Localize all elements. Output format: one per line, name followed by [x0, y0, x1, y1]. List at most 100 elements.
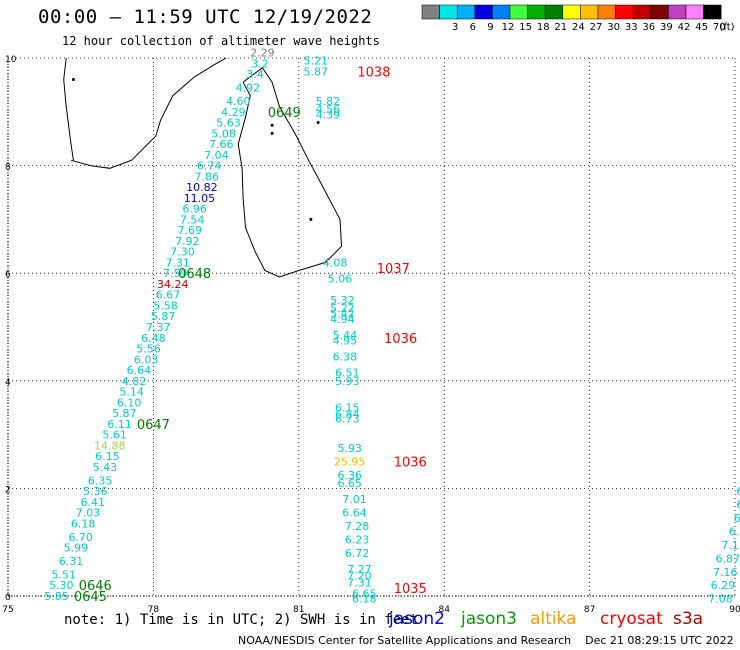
wave-height-value: 5.85: [44, 590, 69, 603]
wave-height-value: 6: [736, 485, 740, 498]
page-title: 00:00 – 11:59 UTC 12/19/2022: [38, 6, 373, 28]
wave-height-value: 25.95: [334, 456, 366, 469]
wave-height-value: 6.36: [337, 469, 362, 482]
wave-height-value: 7.1: [721, 539, 739, 552]
x-tick-label: 90: [729, 605, 740, 615]
wave-height-value: 5.42: [330, 308, 355, 321]
wave-height-value: 5.99: [64, 542, 89, 555]
legend-tick: 15: [519, 22, 532, 33]
legend-swatch: [703, 4, 722, 20]
wave-height-value: 7.31: [347, 577, 372, 590]
wave-height-value: 7.37: [146, 321, 171, 334]
legend-tick: 39: [660, 22, 673, 33]
mission-jason2-label: jason2: [389, 609, 445, 629]
islet-dot: [316, 121, 320, 125]
wave-height-value: 7.20: [347, 570, 372, 583]
wave-height-value: 6.72: [345, 547, 370, 560]
legend-tick: 27: [590, 22, 603, 33]
x-tick-label: 75: [2, 605, 13, 615]
wave-height-value: 6.87: [715, 552, 740, 565]
mission-cryosat-label: cryosat: [600, 609, 663, 629]
wave-height-value: 5.93: [337, 442, 362, 455]
pass-time-label: 0646: [79, 579, 112, 594]
wave-height-value: 6.65: [337, 477, 362, 490]
pass-time-label: 1035: [394, 582, 427, 597]
y-tick-label: 10: [5, 55, 17, 65]
wave-height-value: 4.94: [330, 313, 355, 326]
wave-height-value: 7.27: [347, 563, 372, 576]
wave-height-value: 14.88: [94, 439, 126, 452]
legend-tick: 6: [470, 22, 476, 33]
wave-height-value: 7.04: [204, 149, 229, 162]
credit-line: NOAA/NESDIS Center for Satellite Applica…: [238, 634, 734, 647]
legend-tick: 9: [487, 22, 493, 33]
wave-height-value: 4.60: [226, 95, 251, 108]
wave-height-value: 5.43: [93, 461, 118, 474]
wave-height-value: 5.21: [304, 55, 329, 68]
wave-height-value: 5.87: [151, 310, 176, 323]
wave-height-value: 5.30: [49, 579, 74, 592]
pass-time-label: 1036: [384, 332, 417, 347]
wave-height-value: 5.08: [211, 127, 236, 140]
wave-height-value: 6.35: [88, 474, 113, 487]
legend-tick: 36: [642, 22, 655, 33]
wave-height-value: 4.82: [122, 375, 147, 388]
pass-time-label: 0647: [137, 418, 170, 433]
pass-time-label: 1038: [357, 65, 390, 80]
wave-height-value: 6.29: [711, 579, 736, 592]
legend-tick: 30: [607, 22, 620, 33]
wave-height-value: 5.32: [330, 294, 355, 307]
wave-height-value: 5.87: [304, 65, 329, 78]
wave-height-value: 6.18: [71, 517, 96, 530]
y-tick-label: 6: [5, 270, 11, 280]
wave-height-value: 7.54: [180, 213, 205, 226]
wave-height-value: 11.05: [184, 192, 216, 205]
mission-altika-label: altika: [530, 609, 577, 629]
wave-height-value: 6.51: [335, 367, 360, 380]
wave-height-value: 5.56: [136, 343, 161, 356]
wave-height-value: 7.30: [170, 246, 195, 259]
wave-height-value: 4.95: [333, 334, 358, 347]
y-tick-label: 4: [5, 378, 11, 388]
pass-time-label: 0645: [74, 590, 107, 605]
wave-height-value: 5.82: [316, 95, 341, 108]
pass-time-label: 0649: [268, 106, 301, 121]
wave-height-value: 7.31: [165, 256, 190, 269]
wave-height-value: 4.56: [316, 103, 341, 116]
legend-tick: 21: [554, 22, 567, 33]
wave-height-value: 6.31: [59, 555, 84, 568]
legend-unit: (ft): [719, 22, 734, 33]
wave-height-value: 6.48: [141, 332, 166, 345]
legend-tick: 12: [502, 22, 515, 33]
sri-lanka-coastline: [237, 66, 343, 278]
islet-dot: [309, 217, 313, 221]
wave-height-value: 6.18: [352, 593, 377, 606]
wave-height-value: 6.15: [335, 402, 360, 415]
wave-height-value: 10.82: [186, 181, 218, 194]
legend-tick: 24: [572, 22, 585, 33]
wave-height-value: 7.03: [76, 507, 101, 520]
footer-note: note: 1) Time is in UTC; 2) SWH is in fe…: [64, 612, 419, 628]
wave-height-value: 7.28: [345, 520, 370, 533]
wave-height-value: 3.4: [246, 68, 264, 81]
islet-dot: [270, 131, 274, 135]
wave-height-value: 5.87: [112, 407, 137, 420]
wave-height-value: 7.69: [178, 224, 203, 237]
pass-time-label: 0648: [178, 267, 211, 282]
x-tick-label: 84: [438, 605, 450, 615]
mission-jason3-label: jason3: [461, 609, 517, 629]
legend-tick: 18: [537, 22, 550, 33]
india-tip-coastline: [70, 57, 227, 169]
wave-height-value: 5.14: [119, 386, 144, 399]
wave-height-value: 4.39: [316, 108, 341, 121]
wave-height-value: 2.29: [250, 47, 275, 60]
y-tick-label: 2: [5, 485, 11, 495]
wave-height-value: 7.92: [175, 235, 200, 248]
wave-height-value: 5.44: [333, 329, 358, 342]
legend-tick: 33: [625, 22, 638, 33]
color-legend: 3 6 9 12 15 18 21 24 27 30 33 36 39 42 45 70(ft): [421, 4, 735, 33]
wave-height-value: 6.03: [134, 353, 159, 366]
page-subtitle: 12 hour collection of altimeter wave hei…: [62, 34, 380, 48]
wave-height-value: 6.73: [335, 412, 360, 425]
wave-height-value: 5.36: [83, 485, 108, 498]
